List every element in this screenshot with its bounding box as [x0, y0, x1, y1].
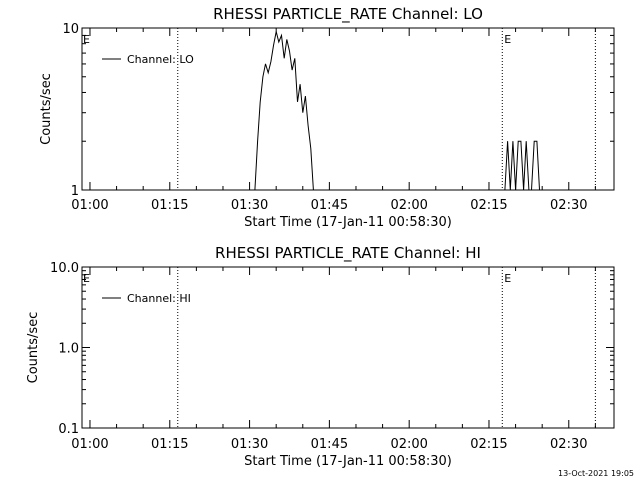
panel-2-x-tick-label: 01:00: [71, 437, 108, 452]
panel-1-x-tick-label: 01:30: [231, 198, 268, 213]
panel-1-event-marker-label: E: [504, 33, 511, 46]
panel-2-x-tick-label: 02:15: [470, 437, 507, 452]
panel-1-y-tick-label: 1: [71, 184, 79, 199]
panel-1-y-axis-label: Counts/sec: [39, 73, 54, 145]
panel-1-axes-frame: [81, 27, 615, 191]
panel-2-y-axis-label: Counts/sec: [26, 312, 41, 384]
panel-1-title: RHESSI PARTICLE_RATE Channel: LO: [213, 5, 483, 24]
panel-1-x-tick-label: 01:00: [71, 198, 108, 213]
panel-1-series-line: [254, 31, 314, 191]
panel-2-legend-label: Channel: HI: [127, 292, 191, 305]
panel-2-x-tick-label: 01:45: [311, 437, 348, 452]
panel-1-x-tick-label: 02:30: [550, 198, 587, 213]
panel-1-x-tick-label: 02:15: [470, 198, 507, 213]
panel-1-y-tick-label: 10: [62, 22, 79, 37]
panel-1-x-tick-label: 01:15: [151, 198, 188, 213]
panel-1-x-axis-label: Start Time (17-Jan-11 00:58:30): [244, 215, 452, 230]
panel-2-x-tick-label: 02:30: [550, 437, 587, 452]
panel-2-event-marker-label: E: [504, 272, 511, 285]
panel-1-series-line: [504, 140, 543, 191]
panel-2-x-tick-label: 01:30: [231, 437, 268, 452]
panel-2-x-tick-label: 01:15: [151, 437, 188, 452]
panel-1-legend-label: Channel: LO: [127, 53, 194, 66]
panel-2-x-tick-label: 02:00: [390, 437, 427, 452]
panel-1-event-marker-label: E: [83, 33, 90, 46]
panel-1-x-tick-label: 02:00: [390, 198, 427, 213]
panel-2-title: RHESSI PARTICLE_RATE Channel: HI: [215, 244, 481, 263]
panel-2-y-tick-label: 0.1: [58, 422, 79, 437]
panel-2-y-tick-label: 1.0: [58, 342, 79, 357]
panel-1-x-tick-label: 01:45: [311, 198, 348, 213]
footer-timestamp: 13-Oct-2021 19:05: [558, 469, 634, 478]
panel-2-event-marker-label: E: [83, 272, 90, 285]
panel-2-x-axis-label: Start Time (17-Jan-11 00:58:30): [244, 454, 452, 469]
panel-2-y-tick-label: 10.0: [50, 261, 79, 276]
